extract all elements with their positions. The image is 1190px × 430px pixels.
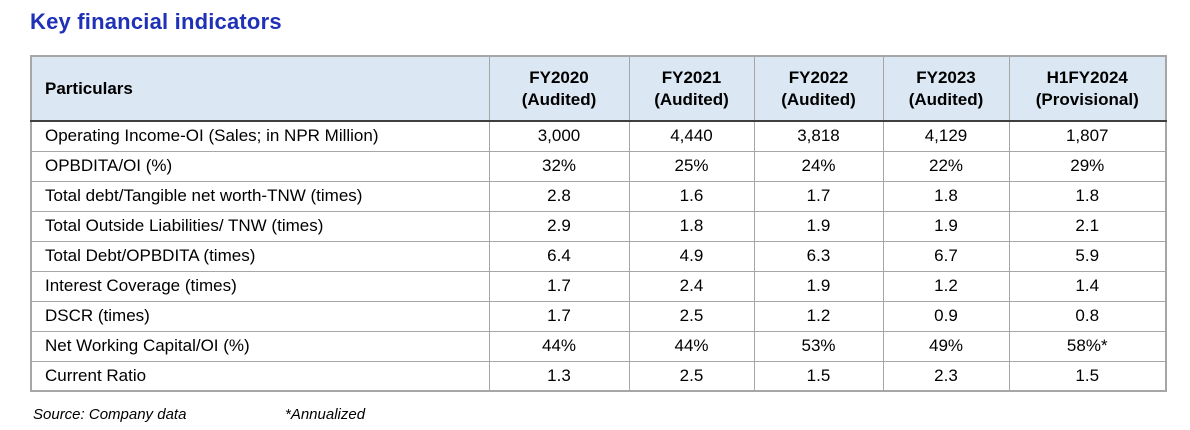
cell-value: 1.3 <box>488 360 630 392</box>
column-header-period: FY2021 <box>661 67 722 87</box>
cell-value: 0.9 <box>882 300 1010 332</box>
cell-value: 1.2 <box>882 270 1010 302</box>
row-label: OPBDITA/OI (%) <box>30 150 490 182</box>
table-row-nwc-oi: Net Working Capital/OI (%) 44% 44% 53% 4… <box>30 330 1167 362</box>
cell-value: 1.8 <box>1008 180 1167 212</box>
column-header-period: FY2020 <box>529 67 589 87</box>
cell-value: 24% <box>753 150 884 182</box>
page-title: Key financial indicators <box>30 9 282 34</box>
row-label: Net Working Capital/OI (%) <box>30 330 490 362</box>
cell-value: 2.9 <box>488 210 630 242</box>
cell-value: 1.7 <box>488 270 630 302</box>
cell-value: 6.4 <box>488 240 630 272</box>
cell-value: 1.5 <box>1008 360 1167 392</box>
cell-value: 1.6 <box>628 180 755 212</box>
column-header-period: FY2023 <box>916 67 976 87</box>
cell-value: 3,818 <box>753 120 884 152</box>
cell-value: 1.9 <box>882 210 1010 242</box>
cell-value: 0.8 <box>1008 300 1167 332</box>
cell-value: 1,807 <box>1008 120 1167 152</box>
cell-value: 25% <box>628 150 755 182</box>
cell-value: 1.7 <box>753 180 884 212</box>
column-header-status: (Audited) <box>908 89 984 109</box>
cell-value: 1.9 <box>753 270 884 302</box>
cell-value: 2.3 <box>882 360 1010 392</box>
column-header-status: (Audited) <box>781 89 856 109</box>
row-label: Total debt/Tangible net worth-TNW (times… <box>30 180 490 212</box>
cell-value: 6.3 <box>753 240 884 272</box>
table-row-debt-opbdita: Total Debt/OPBDITA (times) 6.4 4.9 6.3 6… <box>30 240 1167 272</box>
source-note: Source: Company data <box>33 406 187 423</box>
cell-value: 22% <box>882 150 1010 182</box>
column-header-status: (Audited) <box>521 89 597 109</box>
cell-value: 53% <box>753 330 884 362</box>
column-header-fy2020: FY2020 (Audited) <box>488 55 630 122</box>
table-row-opbdita-oi: OPBDITA/OI (%) 32% 25% 24% 22% 29% <box>30 150 1167 182</box>
cell-value: 1.8 <box>882 180 1010 212</box>
cell-value: 44% <box>628 330 755 362</box>
cell-value: 1.2 <box>753 300 884 332</box>
table-footnotes: Source: Company data *Annualized <box>33 406 365 423</box>
cell-value: 2.1 <box>1008 210 1167 242</box>
column-header-h1fy2024: H1FY2024 (Provisional) <box>1008 55 1167 122</box>
column-header-fy2022: FY2022 (Audited) <box>753 55 884 122</box>
annualized-note: *Annualized <box>285 406 366 423</box>
row-label: DSCR (times) <box>30 300 490 332</box>
table-header: Particulars FY2020 (Audited) FY2021 (Aud… <box>30 55 1167 122</box>
cell-value: 4,129 <box>882 120 1010 152</box>
table-header-row: Particulars FY2020 (Audited) FY2021 (Aud… <box>30 55 1167 122</box>
cell-value: 6.7 <box>882 240 1010 272</box>
cell-value: 2.8 <box>488 180 630 212</box>
table-body: Operating Income-OI (Sales; in NPR Milli… <box>30 120 1167 392</box>
cell-value: 49% <box>882 330 1010 362</box>
cell-value: 58%* <box>1008 330 1167 362</box>
cell-value: 5.9 <box>1008 240 1167 272</box>
cell-value: 1.5 <box>753 360 884 392</box>
column-header-status: (Audited) <box>654 89 729 109</box>
column-header-fy2021: FY2021 (Audited) <box>628 55 755 122</box>
column-header-fy2023: FY2023 (Audited) <box>882 55 1010 122</box>
row-label: Interest Coverage (times) <box>30 270 490 302</box>
cell-value: 1.7 <box>488 300 630 332</box>
financial-indicators-table: Particulars FY2020 (Audited) FY2021 (Aud… <box>30 55 1167 392</box>
row-label: Total Outside Liabilities/ TNW (times) <box>30 210 490 242</box>
cell-value: 2.5 <box>628 300 755 332</box>
column-header-status: (Provisional) <box>1035 89 1139 109</box>
cell-value: 4.9 <box>628 240 755 272</box>
row-label: Operating Income-OI (Sales; in NPR Milli… <box>30 120 490 152</box>
cell-value: 2.5 <box>628 360 755 392</box>
cell-value: 3,000 <box>488 120 630 152</box>
row-label: Total Debt/OPBDITA (times) <box>30 240 490 272</box>
table-row-debt-tnw: Total debt/Tangible net worth-TNW (times… <box>30 180 1167 212</box>
cell-value: 1.4 <box>1008 270 1167 302</box>
cell-value: 1.9 <box>753 210 884 242</box>
cell-value: 29% <box>1008 150 1167 182</box>
cell-value: 32% <box>488 150 630 182</box>
column-header-period: FY2022 <box>788 67 849 87</box>
column-header-period: H1FY2024 <box>1046 67 1128 87</box>
cell-value: 1.8 <box>628 210 755 242</box>
cell-value: 4,440 <box>628 120 755 152</box>
table-row-current-ratio: Current Ratio 1.3 2.5 1.5 2.3 1.5 <box>30 360 1167 392</box>
table-row-operating-income: Operating Income-OI (Sales; in NPR Milli… <box>30 120 1167 152</box>
cell-value: 44% <box>488 330 630 362</box>
column-header-particulars: Particulars <box>30 55 490 122</box>
table-row-dscr: DSCR (times) 1.7 2.5 1.2 0.9 0.8 <box>30 300 1167 332</box>
cell-value: 2.4 <box>628 270 755 302</box>
row-label: Current Ratio <box>30 360 490 392</box>
table-row-tol-tnw: Total Outside Liabilities/ TNW (times) 2… <box>30 210 1167 242</box>
table-row-interest-coverage: Interest Coverage (times) 1.7 2.4 1.9 1.… <box>30 270 1167 302</box>
